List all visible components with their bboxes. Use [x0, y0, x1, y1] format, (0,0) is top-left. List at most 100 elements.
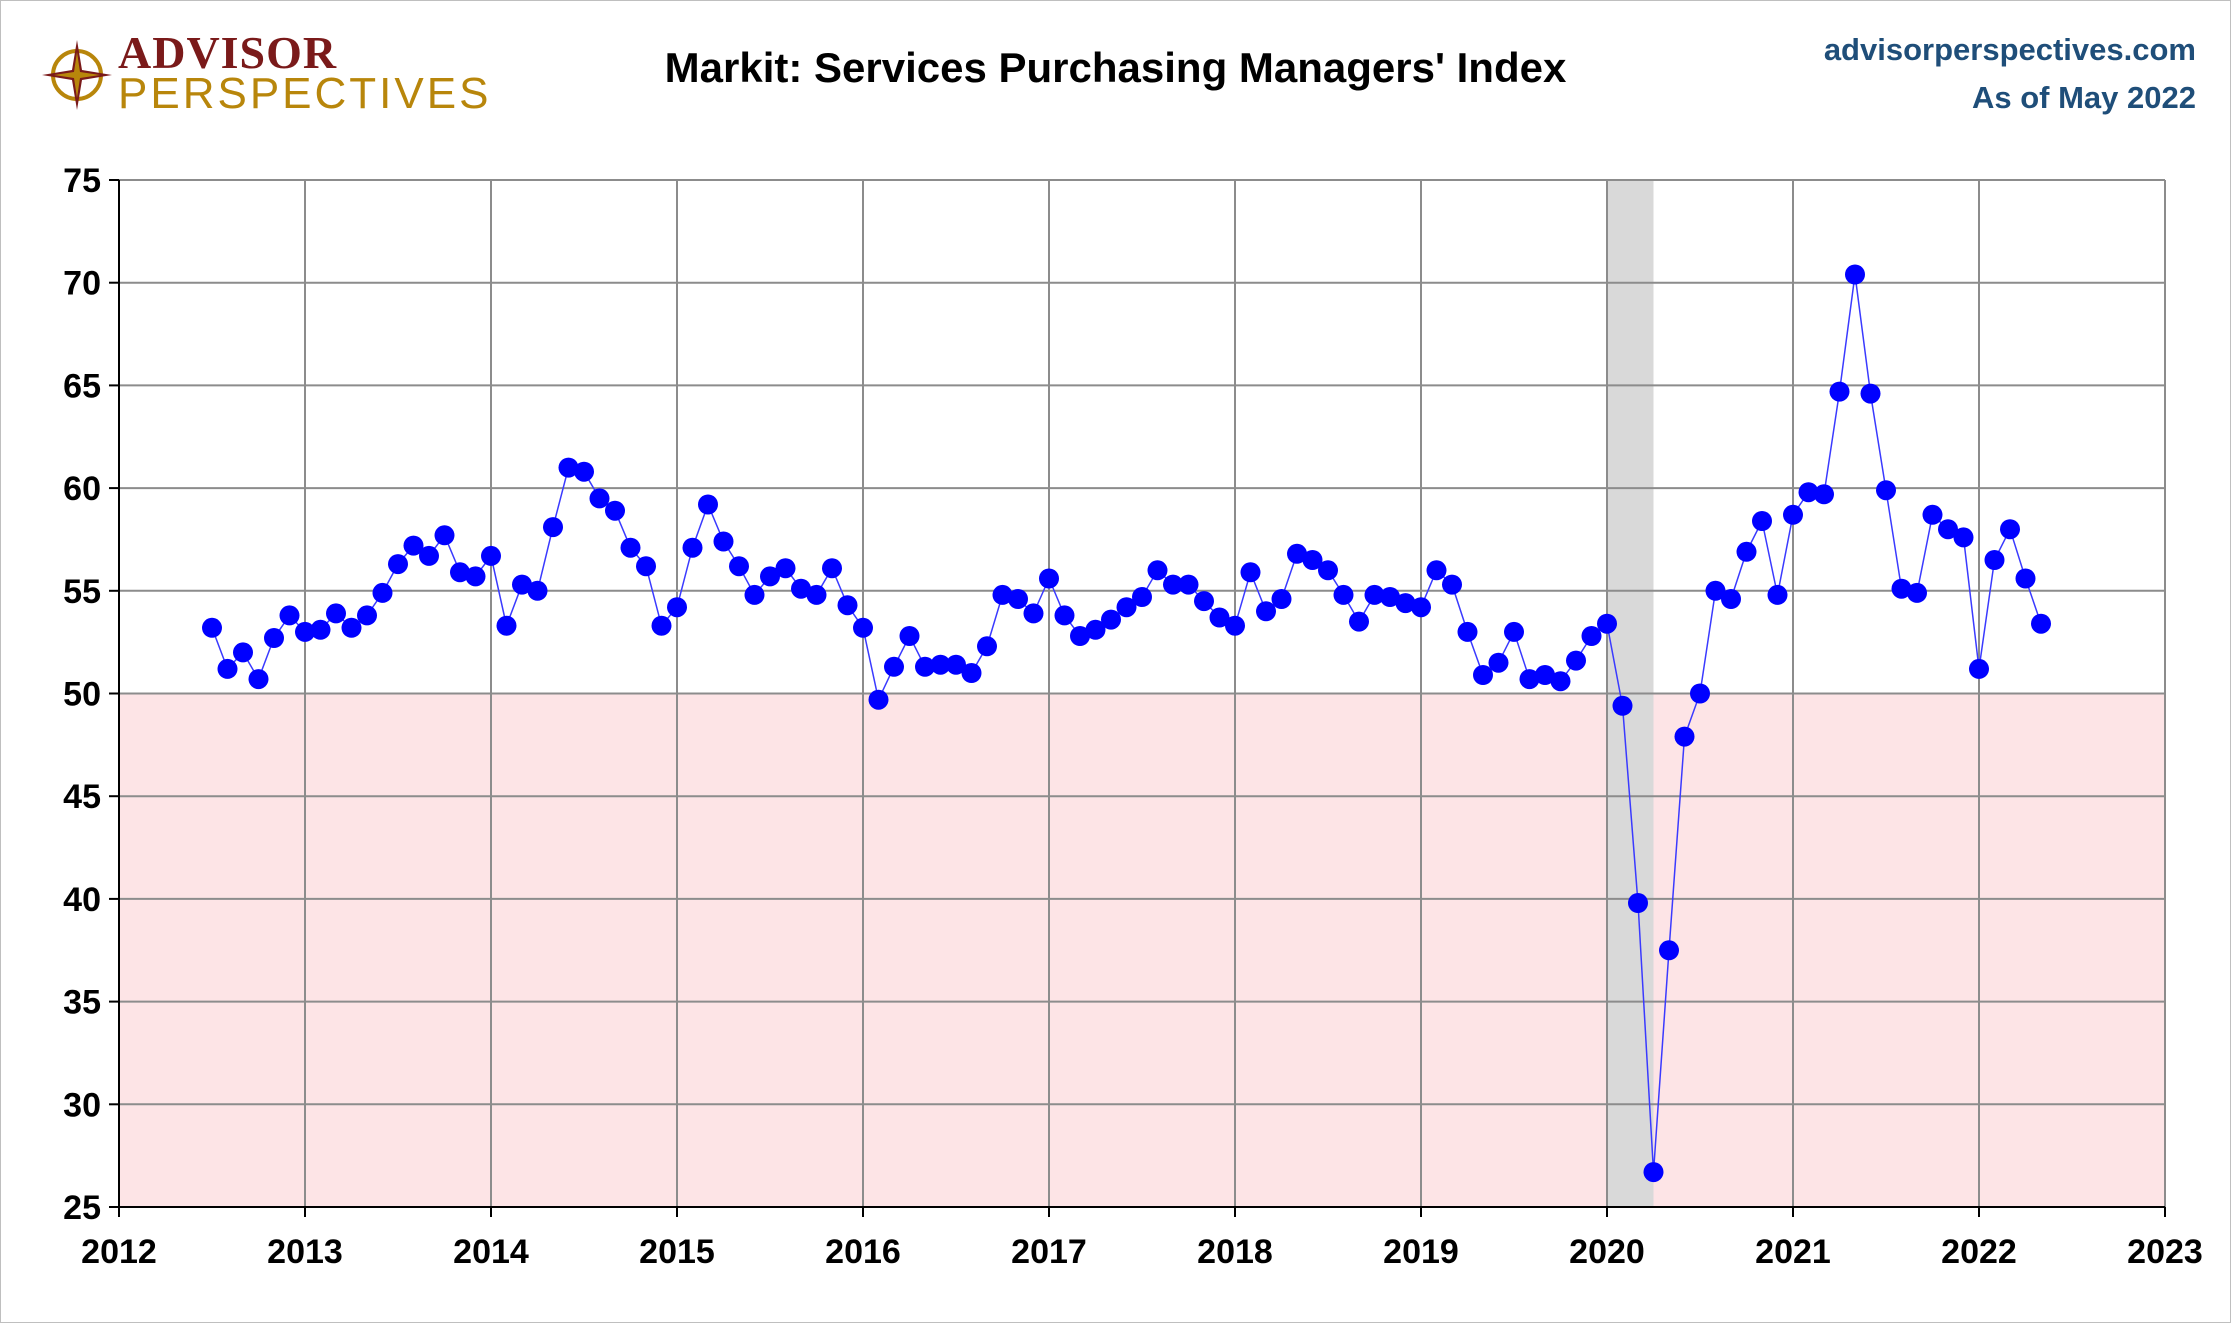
- data-point: [1659, 940, 1679, 961]
- data-point: [419, 545, 439, 566]
- data-point: [1690, 683, 1710, 704]
- data-point: [1302, 550, 1323, 570]
- data-point: [1891, 578, 1912, 599]
- y-tick-label: 65: [63, 367, 101, 405]
- data-point: [605, 500, 625, 521]
- x-tick-label: 2015: [639, 1233, 715, 1271]
- data-point: [1504, 621, 1524, 642]
- data-point: [1132, 587, 1152, 607]
- data-point: [1271, 589, 1292, 609]
- data-point: [1721, 589, 1741, 609]
- data-point: [403, 535, 424, 556]
- data-point: [698, 494, 718, 515]
- data-point: [465, 566, 486, 587]
- data-point: [558, 457, 579, 478]
- data-point: [915, 656, 935, 677]
- data-point: [620, 537, 641, 558]
- data-point: [1194, 591, 1214, 612]
- data-point: [589, 488, 610, 509]
- data-point: [1581, 626, 1602, 646]
- data-point: [248, 669, 269, 690]
- data-point: [1736, 541, 1757, 562]
- data-point: [279, 605, 300, 626]
- data-point: [1628, 893, 1648, 913]
- series-points-group: [202, 264, 2051, 1183]
- x-tick-label: 2020: [1569, 1233, 1645, 1271]
- y-tick-label: 75: [63, 162, 101, 200]
- logo-word-advisor: ADVISOR: [118, 27, 338, 78]
- data-point: [1566, 650, 1586, 671]
- data-point: [1860, 383, 1881, 404]
- data-point: [1209, 607, 1230, 628]
- data-point: [388, 554, 408, 575]
- data-point: [1674, 726, 1695, 747]
- data-point: [1380, 587, 1400, 607]
- data-point: [202, 617, 222, 638]
- data-point: [1488, 652, 1509, 673]
- data-point: [1876, 480, 1896, 501]
- data-point: [1240, 562, 1261, 583]
- data-point: [1922, 504, 1943, 525]
- data-point: [217, 658, 238, 679]
- data-point: [1953, 527, 1974, 548]
- data-point: [1550, 671, 1571, 692]
- x-tick-label: 2018: [1197, 1233, 1273, 1271]
- data-point: [1845, 264, 1865, 285]
- data-point: [310, 619, 331, 640]
- data-point: [1349, 611, 1369, 632]
- y-tick-label: 35: [63, 984, 101, 1022]
- x-tick-label: 2012: [81, 1233, 157, 1271]
- y-tick-label: 30: [63, 1086, 101, 1124]
- data-point: [1395, 593, 1416, 614]
- x-tick-label: 2021: [1755, 1233, 1831, 1271]
- data-point: [233, 642, 253, 663]
- y-tick-label: 60: [63, 470, 101, 508]
- data-point: [2000, 519, 2020, 540]
- y-tick-label: 55: [63, 573, 101, 611]
- data-point: [651, 615, 672, 636]
- axes: [109, 179, 2166, 1217]
- site-info: advisorperspectives.com As of May 2022: [1824, 26, 2196, 122]
- data-point: [574, 461, 594, 482]
- data-point: [930, 654, 951, 675]
- data-point: [791, 578, 811, 599]
- contraction-zone: [119, 693, 2165, 1207]
- data-point: [1597, 613, 1617, 634]
- data-point: [992, 584, 1013, 605]
- x-tick-label: 2016: [825, 1233, 901, 1271]
- data-point: [961, 663, 982, 683]
- y-tick-label: 25: [63, 1189, 101, 1227]
- data-point: [1767, 584, 1788, 605]
- logo-word-perspectives: PERSPECTIVES: [118, 69, 492, 118]
- site-url[interactable]: advisorperspectives.com: [1823, 32, 2196, 67]
- data-point: [2015, 568, 2036, 589]
- x-tick-label: 2019: [1383, 1233, 1459, 1271]
- data-point: [481, 545, 501, 566]
- data-point: [341, 617, 362, 638]
- as-of-date: As of May 2022: [1972, 80, 2196, 115]
- y-tick-label: 40: [63, 881, 101, 919]
- data-point: [1426, 560, 1447, 581]
- x-tick-label: 2023: [2127, 1233, 2203, 1271]
- data-point: [1442, 574, 1462, 595]
- data-point: [760, 566, 780, 587]
- data-point: [1318, 560, 1338, 581]
- data-point: [1612, 695, 1633, 716]
- data-point: [1969, 658, 1989, 679]
- y-tick-label: 45: [63, 778, 101, 816]
- data-point: [729, 556, 749, 577]
- x-tick-label: 2014: [453, 1233, 529, 1271]
- data-point: [450, 562, 470, 583]
- data-point: [264, 628, 284, 648]
- data-point: [1705, 580, 1726, 601]
- data-point: [1023, 603, 1044, 624]
- data-point: [853, 617, 873, 638]
- y-tick-label: 70: [63, 265, 101, 303]
- x-tick-label: 2017: [1011, 1233, 1087, 1271]
- advisor-perspectives-logo: ADVISOR PERSPECTIVES: [40, 27, 488, 120]
- data-point: [1008, 589, 1028, 609]
- data-point: [822, 558, 842, 579]
- data-point: [899, 626, 920, 646]
- data-point: [1519, 669, 1540, 690]
